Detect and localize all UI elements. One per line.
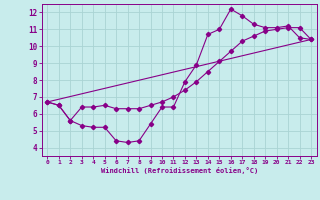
X-axis label: Windchill (Refroidissement éolien,°C): Windchill (Refroidissement éolien,°C) (100, 167, 258, 174)
